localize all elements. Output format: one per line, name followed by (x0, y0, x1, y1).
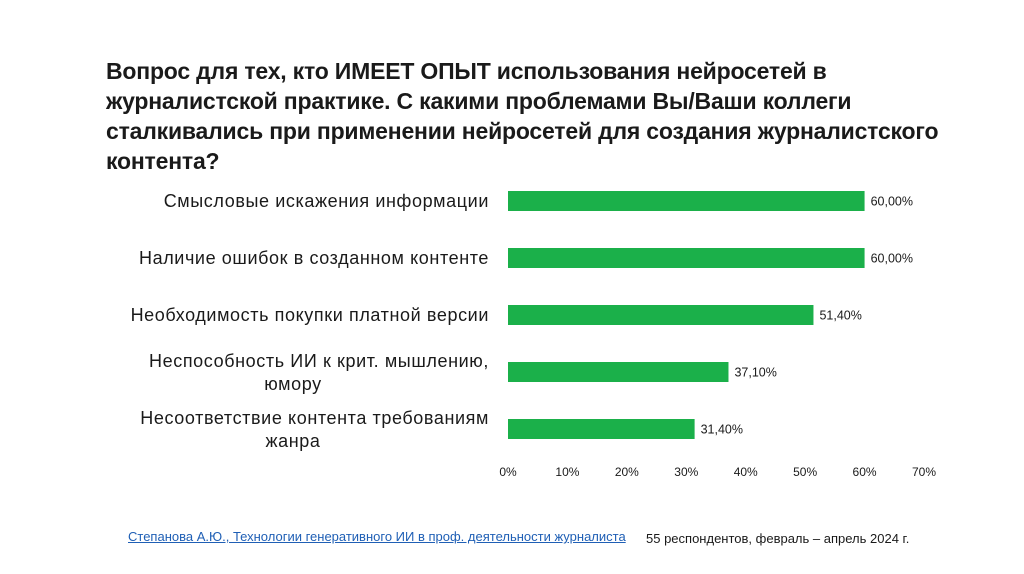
bar-value-label: 31,40% (701, 423, 743, 437)
category-label: юмору (264, 374, 322, 394)
x-tick-label: 70% (912, 465, 936, 479)
slide-title: Вопрос для тех, кто ИМЕЕТ ОПЫТ использов… (106, 58, 939, 174)
bar (508, 248, 865, 268)
bar-value-label: 51,40% (819, 309, 861, 323)
respondents-note: 55 респондентов, февраль – апрель 2024 г… (646, 531, 910, 546)
category-label: жанра (265, 431, 320, 451)
bar (508, 419, 695, 439)
x-tick-label: 30% (674, 465, 698, 479)
category-label: Наличие ошибок в созданном контенте (139, 248, 489, 268)
category-label: Несоответствие контента требованиям (140, 408, 489, 428)
bar-value-label: 37,10% (734, 366, 776, 380)
category-label: Неспособность ИИ к крит. мышлению, (149, 351, 489, 371)
x-tick-label: 10% (555, 465, 579, 479)
x-tick-label: 0% (499, 465, 517, 479)
x-tick-label: 20% (615, 465, 639, 479)
bar-chart: 60,00% Смысловые искажения информации 60,0… (131, 191, 936, 479)
x-tick-label: 60% (853, 465, 877, 479)
x-tick-label: 50% (793, 465, 817, 479)
bar (508, 305, 814, 325)
source-link[interactable]: Степанова А.Ю., Технологии генеративного… (128, 529, 626, 544)
bar (508, 191, 865, 211)
x-tick-label: 40% (734, 465, 758, 479)
bar-value-label: 60,00% (871, 252, 913, 266)
category-label: Необходимость покупки платной версии (131, 305, 489, 325)
bar (508, 362, 729, 382)
bar-value-label: 60,00% (871, 195, 913, 209)
category-label: Смысловые искажения информации (164, 191, 489, 211)
